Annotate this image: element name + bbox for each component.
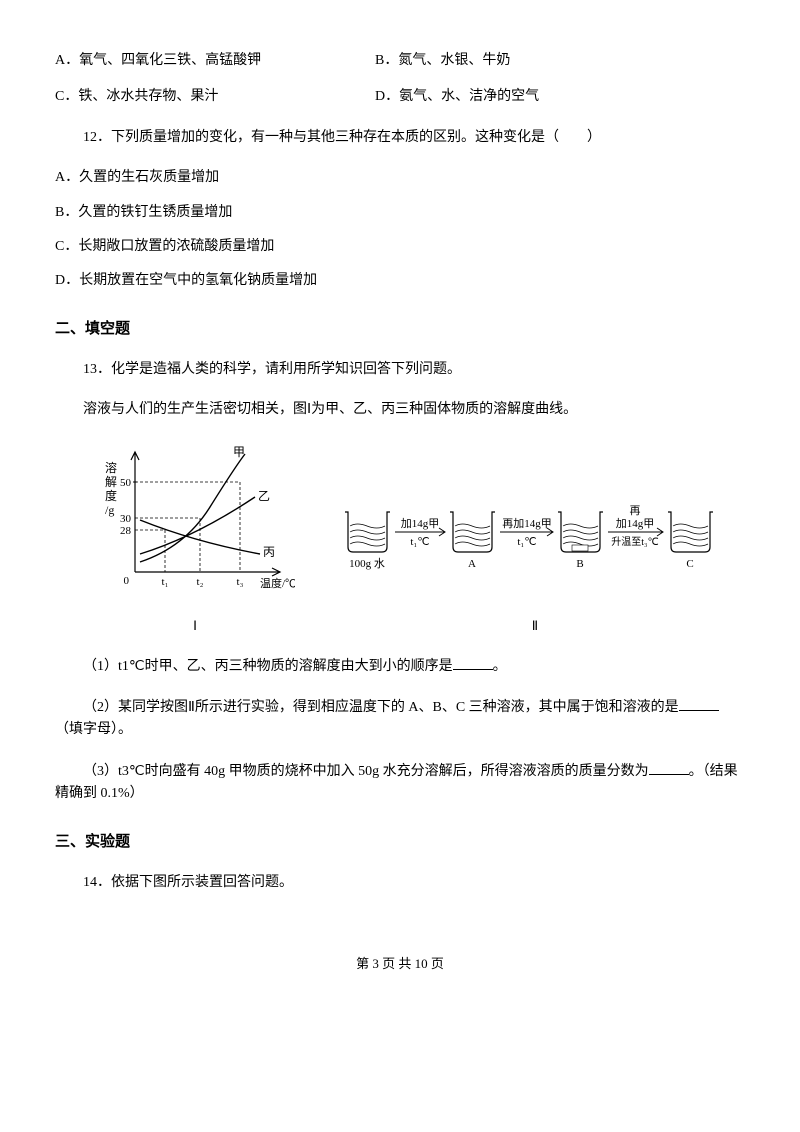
- blank-2: [679, 696, 719, 711]
- ylabel-2: 解: [105, 475, 117, 489]
- arrow1-bot: t₁℃: [410, 536, 429, 548]
- xtick-t2: t₂: [197, 576, 204, 588]
- q13-sub2-b: （填字母）。: [55, 722, 132, 737]
- arrow3-bot: 升温至t₃℃: [611, 536, 659, 548]
- q12-stem: 12．下列质量增加的变化，有一种与其他三种存在本质的区别。这种变化是（ ）: [55, 127, 745, 149]
- curve-jia: 甲: [233, 445, 245, 459]
- q12-opt-d: D．长期放置在空气中的氢氧化钠质量增加: [55, 270, 745, 292]
- q13-sub3-a: （3）t3℃时向盛有 40g 甲物质的烧杯中加入 50g 水充分溶解后，所得溶液…: [83, 764, 649, 779]
- svg-text:0: 0: [124, 575, 130, 587]
- beaker-start-label: 100g 水: [349, 557, 385, 570]
- q13-sub1: （1）t1℃时甲、乙、丙三种物质的溶解度由大到小的顺序是 。: [55, 655, 745, 678]
- q13-sub2-a: （2）某同学按图Ⅱ所示进行实验，得到相应温度下的 A、B、C 三种溶液，其中属于…: [83, 700, 679, 715]
- section3-title: 三、实验题: [55, 830, 745, 854]
- figure-area: 溶 解 度 /g 0 50 30 28 t₁ t₂ t₃ 温度/℃: [95, 442, 745, 637]
- q13-sub2: （2）某同学按图Ⅱ所示进行实验，得到相应温度下的 A、B、C 三种溶液，其中属于…: [55, 696, 745, 742]
- q14-stem: 14．依据下图所示装置回答问题。: [55, 872, 745, 894]
- fig-label-II: Ⅱ: [335, 616, 735, 637]
- q11-opt-a: A．氧气、四氧化三铁、高锰酸钾: [55, 50, 375, 72]
- curve-yi: 乙: [258, 489, 270, 503]
- q11-opt-b: B．氮气、水银、牛奶: [375, 50, 510, 72]
- curve-bing: 丙: [263, 545, 275, 559]
- xtick-t3: t₃: [237, 576, 244, 588]
- arrow3-top: 加14g甲: [616, 517, 655, 530]
- q13-intro: 溶液与人们的生产生活密切相关，图Ⅰ为甲、乙、丙三种固体物质的溶解度曲线。: [55, 399, 745, 421]
- blank-3: [649, 760, 689, 775]
- ytick-28: 28: [120, 525, 132, 537]
- ylabel-3: 度: [105, 488, 117, 503]
- arrow3-pre: 再: [630, 505, 641, 517]
- arrow1-top: 加14g甲: [401, 517, 440, 530]
- q12-opt-b: B．久置的铁钉生锈质量增加: [55, 202, 745, 224]
- q13-sub3: （3）t3℃时向盛有 40g 甲物质的烧杯中加入 50g 水充分溶解后，所得溶液…: [55, 760, 745, 806]
- q13-sub1-b: 。: [493, 659, 507, 674]
- chart-block: 溶 解 度 /g 0 50 30 28 t₁ t₂ t₃ 温度/℃: [95, 442, 295, 637]
- beaker-a-label: A: [468, 558, 476, 570]
- page-footer: 第 3 页 共 10 页: [55, 954, 745, 975]
- xlabel: 温度/℃: [260, 576, 295, 590]
- q11-row2: C．铁、冰水共存物、果汁 D．氨气、水、洁净的空气: [55, 86, 745, 108]
- beakers-block: 100g 水 加14g甲 t₁℃ A 再加14g甲 t₁℃: [335, 492, 735, 637]
- xtick-t1: t₁: [162, 576, 169, 588]
- blank-1: [453, 655, 493, 670]
- fig-label-I: Ⅰ: [95, 616, 295, 637]
- ylabel-4: /g: [105, 503, 114, 517]
- beakers-diagram: 100g 水 加14g甲 t₁℃ A 再加14g甲 t₁℃: [335, 492, 735, 602]
- ytick-50: 50: [120, 477, 132, 489]
- q11-row1: A．氧气、四氧化三铁、高锰酸钾 B．氮气、水银、牛奶: [55, 50, 745, 72]
- q12-opt-a: A．久置的生石灰质量增加: [55, 167, 745, 189]
- ylabel-1: 溶: [105, 460, 117, 475]
- q13-sub1-a: （1）t1℃时甲、乙、丙三种物质的溶解度由大到小的顺序是: [83, 659, 453, 674]
- beaker-b-label: B: [576, 558, 583, 570]
- section2-title: 二、填空题: [55, 317, 745, 341]
- q13-stem: 13．化学是造福人类的科学，请利用所学知识回答下列问题。: [55, 359, 745, 381]
- beaker-c-label: C: [686, 558, 693, 570]
- q12-opt-c: C．长期敞口放置的浓硫酸质量增加: [55, 236, 745, 258]
- q11-opt-d: D．氨气、水、洁净的空气: [375, 86, 539, 108]
- arrow2-bot: t₁℃: [517, 536, 536, 548]
- solubility-chart: 溶 解 度 /g 0 50 30 28 t₁ t₂ t₃ 温度/℃: [95, 442, 295, 602]
- ytick-30: 30: [120, 513, 132, 525]
- arrow2-top: 再加14g甲: [502, 517, 552, 530]
- q11-opt-c: C．铁、冰水共存物、果汁: [55, 86, 375, 108]
